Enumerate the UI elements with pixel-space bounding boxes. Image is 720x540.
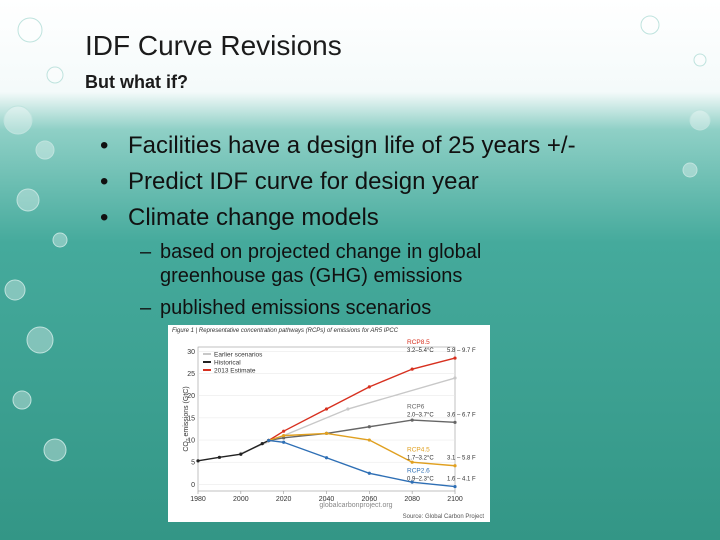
- scenario-label: 2.0–3.7°C: [407, 412, 434, 418]
- data-point: [282, 429, 286, 433]
- data-point: [282, 434, 286, 438]
- x-tick-label: 2100: [447, 496, 463, 503]
- data-point: [324, 431, 329, 435]
- data-point: [410, 460, 414, 464]
- website: globalcarbonproject.org: [319, 502, 392, 509]
- scenario-label: 3.2–5.4°C: [407, 348, 434, 354]
- data-point: [453, 356, 457, 360]
- scenario-name: RCP8.5: [407, 339, 430, 346]
- legend-label: 2013 Estimate: [214, 368, 256, 375]
- bullet: Climate change models: [100, 204, 379, 232]
- scenario-label: 3.6 – 6.7 F: [447, 412, 476, 418]
- data-point: [267, 438, 271, 443]
- scenario-name: RCP4.5: [407, 447, 430, 454]
- y-tick-label: 25: [187, 371, 195, 378]
- slide-title: IDF Curve Revisions: [85, 30, 342, 61]
- scenario-label: 0.9–2.3°C: [407, 477, 434, 483]
- data-point: [410, 480, 414, 484]
- figure-background: [168, 325, 490, 522]
- y-tick-label: 20: [187, 393, 195, 400]
- y-tick-label: 15: [187, 415, 195, 422]
- x-tick-label: 2020: [276, 496, 292, 503]
- data-point: [410, 418, 414, 422]
- series-line: [268, 357, 456, 442]
- figure-caption: Figure 1 | Representative concentration …: [172, 328, 399, 334]
- scenario-name: RCP6: [407, 403, 425, 410]
- scenario-label: 3.1 – 5.8 F: [447, 456, 476, 462]
- scenario-name: RCP2.6: [407, 468, 430, 475]
- y-tick-label: 10: [187, 438, 195, 445]
- data-point: [367, 425, 371, 429]
- x-tick-label: 2040: [319, 496, 335, 503]
- x-tick-label: 1980: [190, 496, 206, 503]
- data-point: [410, 367, 414, 371]
- series-line: [268, 419, 456, 442]
- legend-label: Earlier scenarios: [214, 352, 263, 359]
- series-line: [268, 432, 456, 467]
- data-point: [367, 438, 371, 442]
- data-point: [453, 484, 457, 489]
- data-point: [367, 385, 371, 389]
- scenario-label: 5.8 – 9.7 F: [447, 348, 476, 354]
- x-tick-label: 2060: [362, 496, 378, 503]
- bullet: Predict IDF curve for design year: [100, 168, 479, 196]
- data-point: [282, 440, 286, 444]
- y-axis-label: CO₂ emissions (GtC): [183, 386, 190, 451]
- data-point: [453, 376, 457, 380]
- y-tick-label: 5: [191, 460, 195, 467]
- data-point: [282, 436, 286, 440]
- data-point: [346, 407, 350, 411]
- x-tick-label: 2080: [404, 496, 420, 503]
- data-point: [196, 459, 200, 463]
- y-tick-label: 0: [191, 482, 195, 489]
- data-point: [324, 456, 329, 460]
- data-point: [324, 407, 329, 411]
- x-tick-label: 2000: [233, 496, 249, 503]
- data-point: [239, 452, 243, 456]
- data-point: [217, 455, 222, 459]
- sub-bullet: based on projected change in global gree…: [140, 240, 580, 288]
- scenario-label: 1.6 – 4.1 F: [447, 477, 476, 483]
- legend-label: Historical: [214, 360, 241, 367]
- bullet: Facilities have a design life of 25 year…: [100, 132, 576, 160]
- slide-subtitle: But what if?: [85, 72, 188, 92]
- figure: Figure 1 | Representative concentration …: [168, 325, 490, 522]
- data-point: [367, 471, 371, 475]
- y-tick-label: 30: [187, 349, 195, 356]
- data-point: [260, 441, 264, 446]
- scenario-label: 1.7–3.2°C: [407, 456, 434, 462]
- data-point: [453, 464, 457, 468]
- sub-bullet: published emissions scenarios: [140, 296, 580, 320]
- series-line: [268, 439, 456, 488]
- source: Source: Global Carbon Project: [403, 514, 485, 520]
- data-point: [453, 420, 457, 424]
